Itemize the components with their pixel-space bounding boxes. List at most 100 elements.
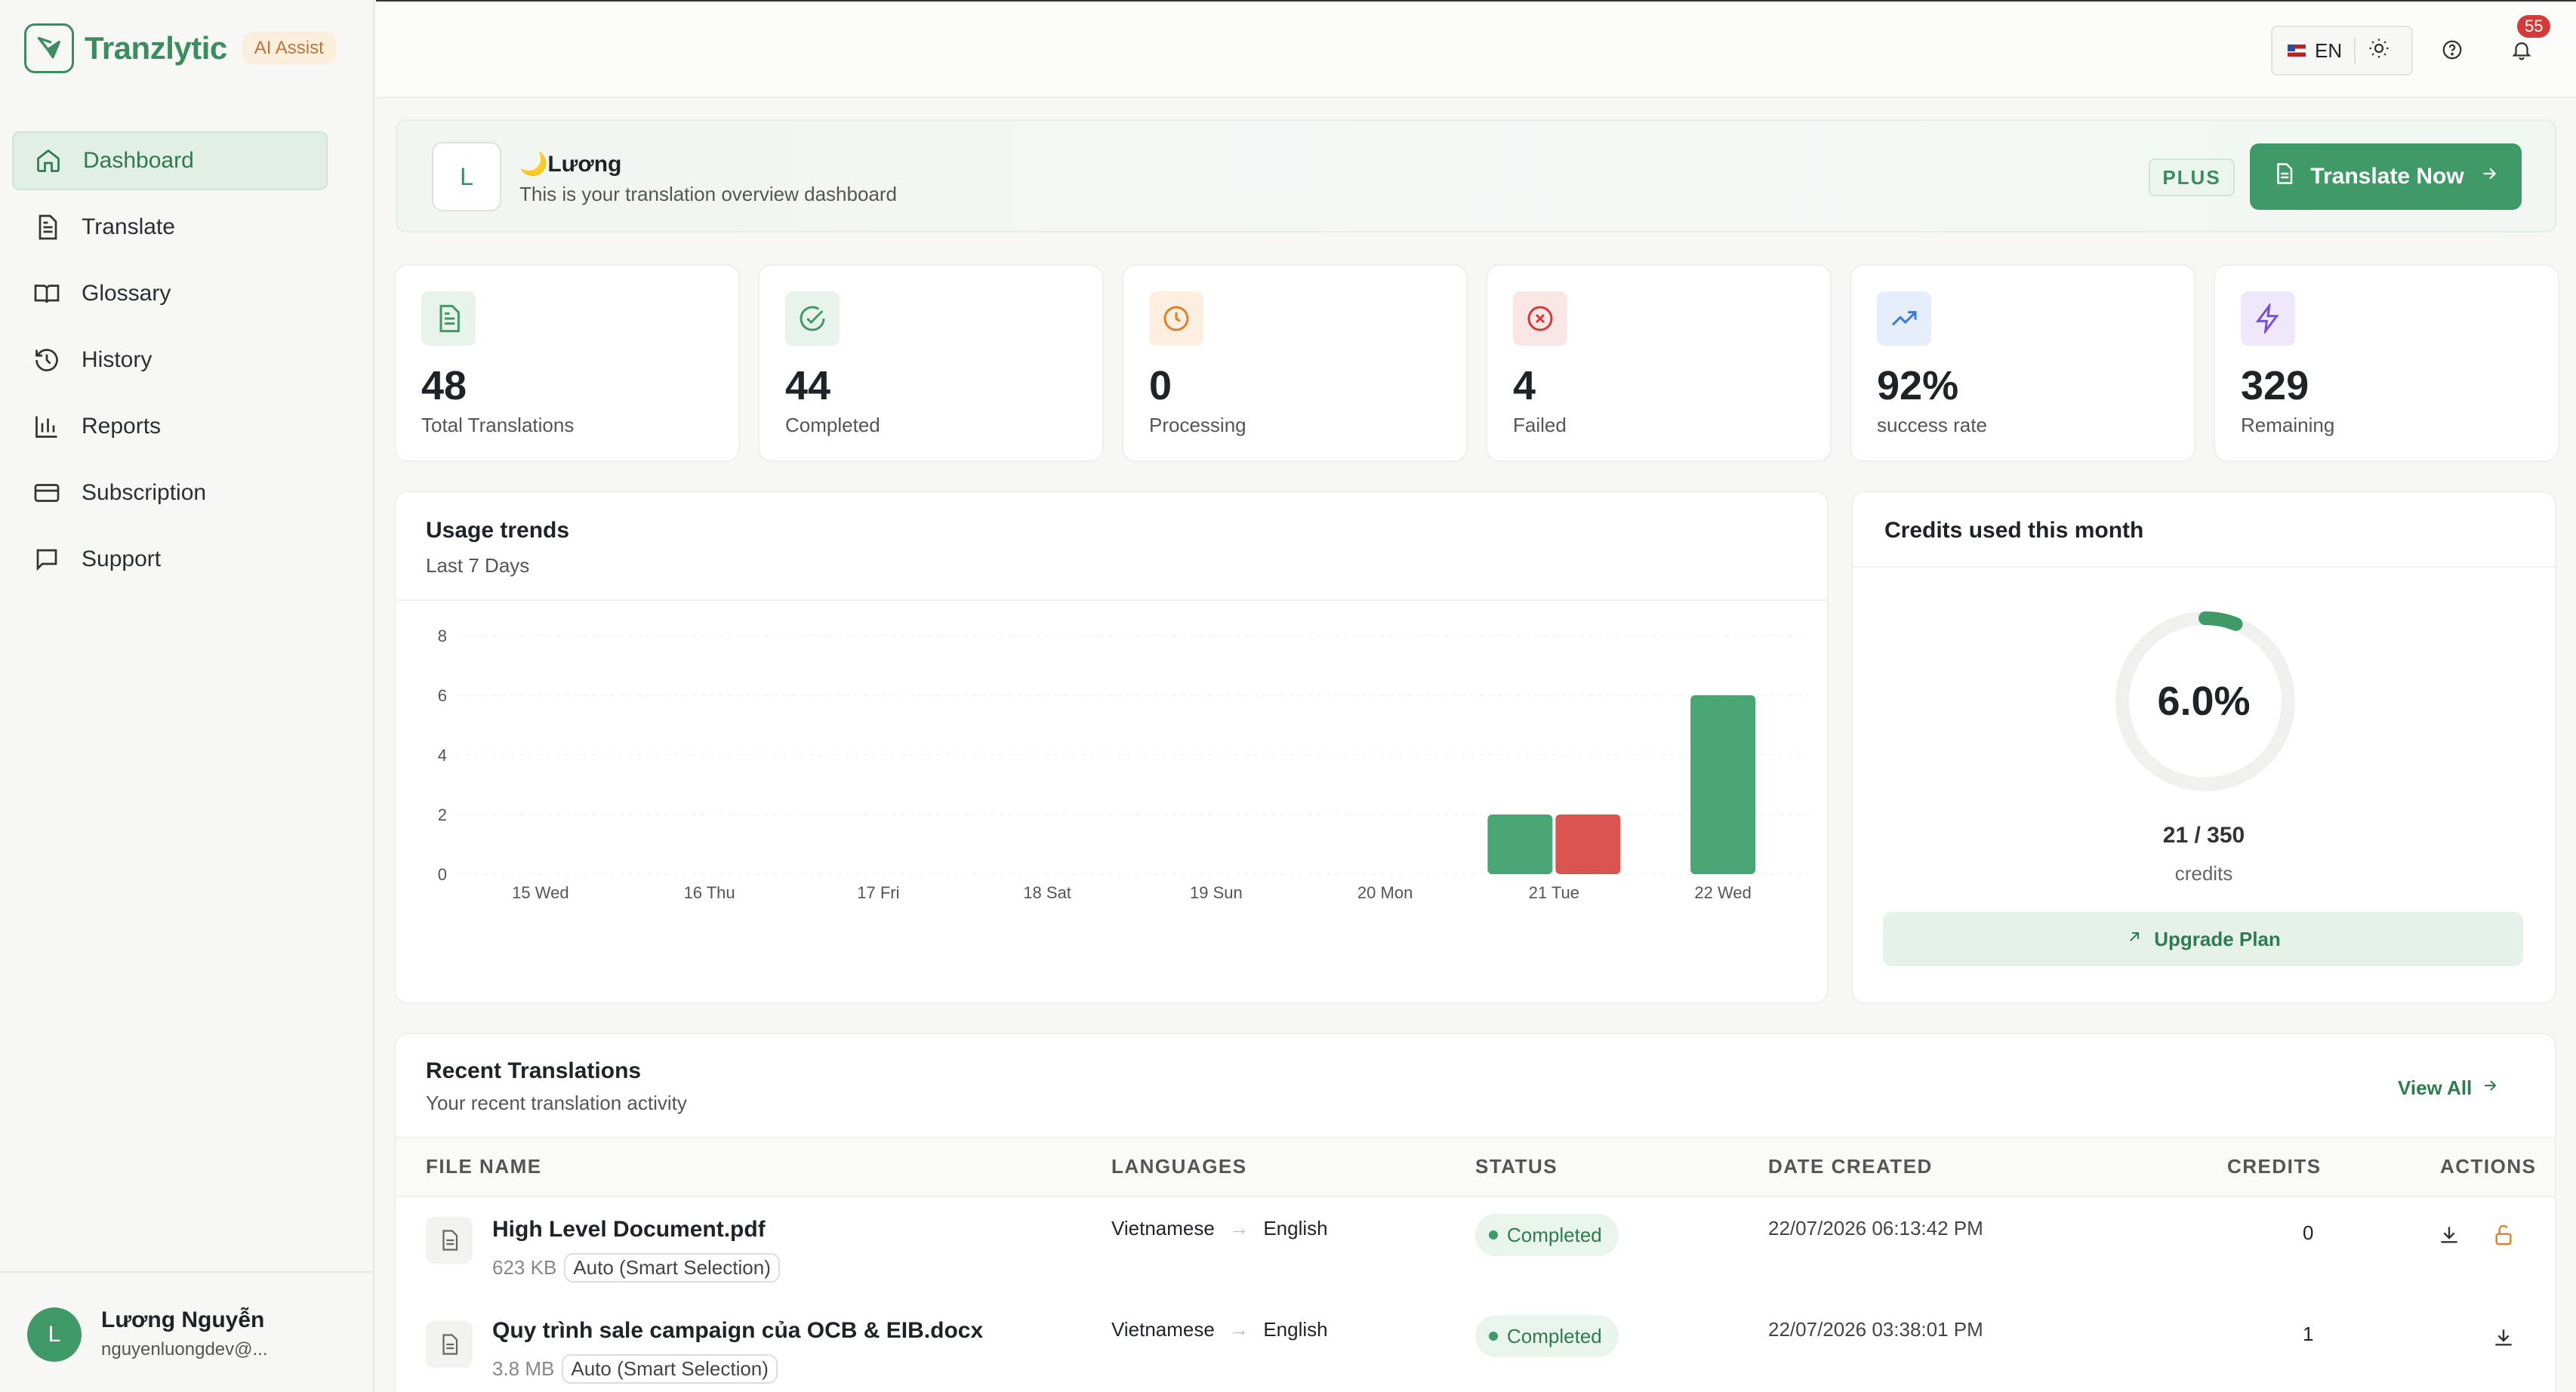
document-icon bbox=[421, 291, 476, 346]
welcome-banner: L 🌙Lương This is your translation overvi… bbox=[396, 119, 2556, 233]
credits-panel: Credits used this month 6.0% 21 / 350 cr… bbox=[1851, 491, 2556, 1004]
stat-label: Processing bbox=[1149, 414, 1246, 436]
bar[interactable] bbox=[1690, 695, 1756, 874]
x-tick-label: 19 Sun bbox=[1190, 883, 1243, 902]
credits-title: Credits used this month bbox=[1884, 518, 2144, 543]
sidebar-item-reports[interactable]: Reports bbox=[12, 397, 328, 456]
document-icon bbox=[2272, 162, 2295, 191]
status-label: Completed bbox=[1507, 1223, 1602, 1246]
sidebar-item-label: History bbox=[82, 347, 153, 372]
sidebar-item-translate[interactable]: Translate bbox=[12, 198, 328, 257]
translate-now-button[interactable]: Translate Now bbox=[2250, 143, 2522, 210]
check-circle-icon bbox=[785, 291, 840, 346]
stat-card-remaining: 329 Remaining bbox=[2214, 264, 2559, 462]
divider bbox=[2354, 37, 2356, 64]
lightning-icon bbox=[2241, 291, 2295, 346]
clock-icon bbox=[1149, 291, 1203, 346]
sidebar-item-glossary[interactable]: Glossary bbox=[12, 264, 328, 323]
history-icon bbox=[32, 345, 62, 375]
stat-value: 44 bbox=[785, 363, 831, 408]
x-tick-label: 22 Wed bbox=[1694, 883, 1751, 902]
welcome-greeting: 🌙Lương bbox=[519, 151, 621, 177]
file-name[interactable]: Quy trình sale campaign của OCB & EIB.do… bbox=[492, 1318, 984, 1343]
card-icon bbox=[32, 478, 62, 508]
chat-icon bbox=[32, 544, 62, 574]
date-created: 22/07/2026 03:38:01 PM bbox=[1768, 1318, 1983, 1341]
target-language: English bbox=[1263, 1217, 1328, 1240]
user-profile[interactable]: L Lương Nguyễn nguyenluongdev@... bbox=[0, 1271, 374, 1392]
sidebar-item-label: Translate bbox=[82, 214, 175, 239]
bird-logo-icon bbox=[24, 23, 74, 73]
x-tick-label: 20 Mon bbox=[1357, 883, 1413, 902]
y-tick-label: 6 bbox=[438, 686, 447, 705]
x-tick-label: 15 Wed bbox=[512, 883, 569, 902]
bar[interactable] bbox=[1487, 815, 1553, 874]
sidebar-item-subscription[interactable]: Subscription bbox=[12, 463, 328, 522]
divider bbox=[1853, 566, 2555, 568]
sidebar-item-label: Support bbox=[82, 547, 162, 571]
arrow-right-icon: → bbox=[1229, 1217, 1249, 1240]
sidebar-item-label: Glossary bbox=[82, 281, 171, 306]
usage-trends-panel: Usage trends Last 7 Days 0 2 4 6 8 15 Wed 16 T… bbox=[394, 491, 1829, 1004]
y-tick-label: 4 bbox=[438, 746, 447, 765]
user-email: nguyenluongdev@... bbox=[101, 1339, 268, 1360]
date-created: 22/07/2026 06:13:42 PM bbox=[1768, 1217, 1983, 1240]
stat-label: success rate bbox=[1877, 414, 1987, 436]
sidebar-item-dashboard[interactable]: Dashboard bbox=[12, 131, 328, 190]
status-label: Completed bbox=[1507, 1324, 1602, 1347]
moon-emoji: 🌙 bbox=[519, 152, 548, 177]
file-icon bbox=[426, 1217, 473, 1264]
bar[interactable] bbox=[1555, 815, 1621, 874]
upgrade-plan-button[interactable]: Upgrade Plan bbox=[1883, 912, 2523, 966]
download-icon[interactable] bbox=[2491, 1326, 2516, 1354]
document-icon bbox=[32, 212, 62, 242]
recent-subtitle: Your recent translation activity bbox=[426, 1092, 687, 1114]
table-header bbox=[396, 1137, 2555, 1197]
sidebar-item-label: Dashboard bbox=[83, 148, 194, 173]
x-tick-label: 18 Sat bbox=[1023, 883, 1071, 902]
y-tick-label: 0 bbox=[438, 865, 447, 884]
stat-label: Completed bbox=[785, 414, 880, 436]
status-dot bbox=[1489, 1230, 1498, 1240]
mode-chip: Auto (Smart Selection) bbox=[562, 1354, 778, 1384]
book-icon bbox=[32, 279, 62, 309]
stat-label: Failed bbox=[1513, 414, 1567, 436]
x-tick-label: 21 Tue bbox=[1529, 883, 1579, 902]
file-name[interactable]: High Level Document.pdf bbox=[492, 1217, 766, 1242]
stat-value: 4 bbox=[1513, 363, 1536, 408]
arrow-right-icon: → bbox=[1229, 1318, 1249, 1341]
language-code: EN bbox=[2315, 38, 2343, 62]
sidebar-item-history[interactable]: History bbox=[12, 331, 328, 390]
sidebar-item-label: Subscription bbox=[82, 480, 207, 505]
download-icon[interactable] bbox=[2437, 1223, 2461, 1251]
stat-card-failed: 4 Failed bbox=[1486, 264, 1832, 462]
language-selector[interactable]: EN bbox=[2271, 26, 2413, 75]
credits-value: 0 bbox=[2303, 1221, 2314, 1244]
sun-icon[interactable] bbox=[2368, 37, 2390, 65]
credits-value: 1 bbox=[2303, 1323, 2314, 1345]
column-languages: LANGUAGES bbox=[1111, 1155, 1247, 1178]
y-tick-label: 8 bbox=[438, 627, 447, 645]
upgrade-plan-label: Upgrade Plan bbox=[2154, 927, 2281, 950]
stat-value: 92% bbox=[1877, 363, 1959, 408]
sidebar-item-support[interactable]: Support bbox=[12, 530, 328, 589]
view-all-link[interactable]: View All bbox=[2398, 1076, 2499, 1100]
bell-icon[interactable] bbox=[2507, 35, 2537, 65]
trending-up-icon bbox=[1877, 291, 1931, 346]
user-name: Lương Nguyễn bbox=[101, 1307, 265, 1332]
help-icon[interactable] bbox=[2437, 35, 2467, 65]
sidebar: Tranzlytic AI Assist Dashboard Translate… bbox=[0, 0, 374, 1392]
credits-unit: credits bbox=[2174, 862, 2233, 885]
source-language: Vietnamese bbox=[1111, 1217, 1215, 1240]
usage-bar-chart: 0 2 4 6 8 15 Wed 16 Thu 17 Fri 18 Sat 19 Sun 20 Mo… bbox=[438, 627, 1807, 902]
column-actions: ACTIONS bbox=[2440, 1155, 2537, 1178]
usage-title: Usage trends bbox=[426, 518, 570, 543]
unlock-icon[interactable] bbox=[2491, 1223, 2516, 1251]
notification-count-badge: 55 bbox=[2517, 15, 2551, 38]
language-pair: Vietnamese → English bbox=[1111, 1318, 1328, 1341]
brand[interactable]: Tranzlytic AI Assist bbox=[24, 21, 336, 75]
arrow-up-right-icon bbox=[2125, 928, 2143, 951]
file-meta: 623 KB Auto (Smart Selection) bbox=[492, 1253, 780, 1283]
language-pair: Vietnamese → English bbox=[1111, 1217, 1328, 1240]
x-tick-label: 17 Fri bbox=[857, 883, 899, 902]
